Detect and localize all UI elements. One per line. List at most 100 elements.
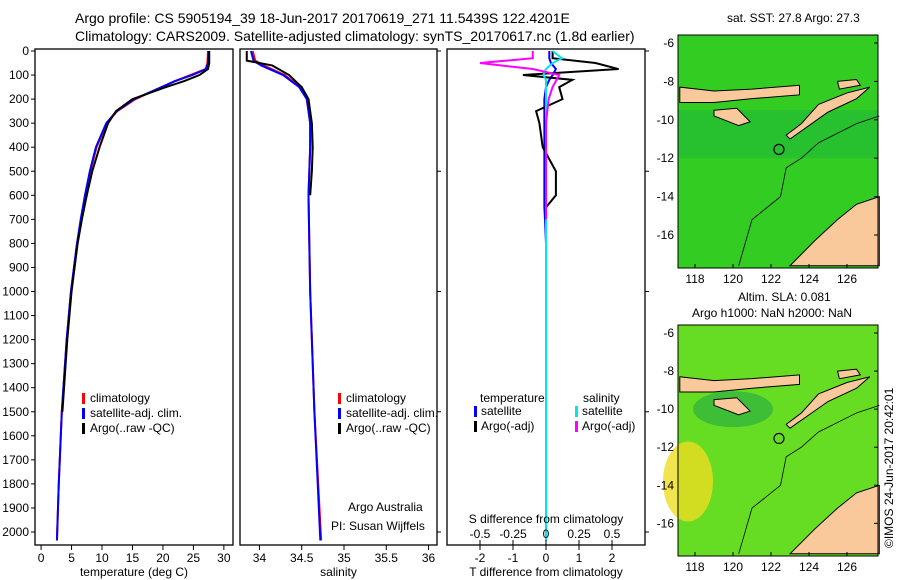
- legend-label: Argo(..raw -QC): [90, 421, 175, 435]
- panel-temperature: 0 5 10 15 20 25 30 temperature (deg C) 0 100 200 30…: [2, 44, 234, 579]
- map-x-tick-label: 120: [723, 560, 743, 574]
- map-y-tick-label: -8: [663, 364, 674, 378]
- y-tick-label: 600: [9, 188, 29, 202]
- y-tick-label: 300: [9, 116, 29, 130]
- series-line-satellite-adj--clim-: [55, 50, 210, 541]
- y-tick-label: 700: [9, 212, 29, 226]
- series-line-climatology: [55, 50, 210, 541]
- x-tick-label: 35: [337, 551, 351, 565]
- x-tick-label: 34: [253, 551, 267, 565]
- x-tick-label: 20: [156, 551, 170, 565]
- legend-label: Argo(..raw -QC): [346, 421, 431, 435]
- map1-title: sat. SST: 27.8 Argo: 27.3: [727, 11, 860, 25]
- legend-header-temperature: temperature: [480, 391, 545, 405]
- map-y-tick-label: -16: [657, 228, 675, 242]
- map2-title: Altim. SLA: 0.081: [738, 290, 831, 304]
- y-tick-label: 800: [9, 236, 29, 250]
- y-tick-label: 200: [9, 92, 29, 106]
- x-tick-label: 1: [576, 551, 583, 565]
- y-tick-label: 1700: [2, 453, 29, 467]
- y-tick-label: 100: [9, 68, 29, 82]
- x2-axis-label: S difference from climatology: [469, 512, 624, 526]
- y-tick-label: 1400: [2, 381, 29, 395]
- title-line-1: Argo profile: CS 5905194_39 18-Jun-2017 …: [75, 10, 570, 26]
- x-tick-label: 34.5: [290, 551, 314, 565]
- map-bathymetry-contour: [738, 115, 880, 266]
- y-tick-label: 500: [9, 164, 29, 178]
- title-line-2: Climatology: CARS2009. Satellite-adjuste…: [75, 28, 635, 44]
- y-tick-label: 1100: [3, 309, 29, 323]
- map-land: [713, 397, 752, 416]
- y-tick-label: 400: [9, 140, 29, 154]
- map-1: 118 120 122 124 126 -6 -8 -10 -12 -14 -16: [657, 34, 880, 286]
- y-tick-label: 2000: [2, 525, 29, 539]
- map-y-tick-label: -12: [657, 440, 675, 454]
- series-line-argo---raw--qc-: [61, 51, 211, 412]
- legend-label: satellite: [481, 404, 522, 418]
- x2-tick-label: 0: [543, 527, 550, 541]
- panel-salinity: 34 34.5 35 35.5 36 salinity climatologysatelli…: [239, 48, 441, 579]
- x-tick-label: 30: [217, 551, 231, 565]
- series-line-s-argo--adj-: [479, 51, 561, 220]
- legend-label: Argo(-adj): [582, 419, 635, 433]
- y-tick-label: 1300: [2, 357, 29, 371]
- x-tick-label: 15: [126, 551, 140, 565]
- x2-tick-label: -0.5: [470, 527, 491, 541]
- map-land: [836, 368, 862, 380]
- map-land: [785, 86, 871, 140]
- x-tick-label: 2: [609, 551, 616, 565]
- legend-swatch: [474, 421, 477, 432]
- map-land: [679, 84, 800, 104]
- legend-swatch: [82, 408, 85, 419]
- map-x-tick-label: 118: [685, 272, 704, 286]
- map-land: [679, 374, 800, 393]
- map-land: [713, 107, 752, 127]
- legend-label: Argo(-adj): [481, 419, 534, 433]
- legend-swatch: [575, 406, 578, 417]
- x-axis-label: salinity: [320, 565, 357, 579]
- map-y-tick-label: -16: [657, 516, 675, 530]
- series-line-satellite-adj--clim-: [250, 50, 322, 541]
- legend-swatch: [338, 408, 341, 419]
- argo-location-marker: [773, 432, 785, 445]
- map-land: [785, 376, 871, 429]
- annotation-line-1: Argo Australia: [348, 500, 423, 514]
- map-land: [788, 195, 880, 267]
- map-y-tick-label: -6: [663, 326, 674, 340]
- legend-label: satellite-adj. clim.: [90, 406, 182, 420]
- map-x-tick-label: 124: [799, 560, 819, 574]
- map-x-tick-label: 122: [761, 272, 781, 286]
- legend-swatch: [82, 423, 85, 434]
- map-y-tick-label: -10: [657, 402, 675, 416]
- map-x-tick-label: 118: [685, 560, 704, 574]
- map-x-tick-label: 124: [799, 272, 819, 286]
- legend-label: satellite-adj. clim.: [346, 406, 438, 420]
- series-line-t-argo--adj-: [522, 51, 619, 220]
- legend-swatch: [575, 421, 578, 432]
- x-axis-label: temperature (deg C): [80, 565, 188, 579]
- legend-swatch: [82, 393, 85, 404]
- y-tick-label: 1000: [2, 285, 29, 299]
- y-tick-label: 1500: [2, 405, 29, 419]
- legend-swatch: [338, 393, 341, 404]
- x-tick-label: 35.5: [375, 551, 399, 565]
- x-tick-label: 0: [38, 551, 45, 565]
- map-x-tick-label: 122: [761, 560, 781, 574]
- y-tick-label: 900: [9, 260, 29, 274]
- map-sea-patch: [678, 110, 878, 159]
- legend-label: satellite: [582, 404, 623, 418]
- x-tick-label: 25: [187, 551, 201, 565]
- x-tick-label: 0: [543, 551, 550, 565]
- series-line-argo---raw--qc-: [245, 51, 314, 196]
- y-tick-label: 1900: [2, 501, 29, 515]
- map-x-tick-label: 126: [837, 560, 857, 574]
- map-y-tick-label: -10: [657, 113, 675, 127]
- x-axis-label: T difference from climatology: [469, 565, 623, 579]
- y-tick-label: 0: [22, 44, 29, 58]
- x-tick-label: 5: [68, 551, 75, 565]
- panel-difference: -2 -1 0 1 2T difference from climatology -0.5…: [446, 48, 649, 579]
- map-warm-patch: [663, 441, 713, 522]
- map-y-tick-label: -8: [663, 74, 674, 88]
- x2-tick-label: 0.25: [567, 527, 591, 541]
